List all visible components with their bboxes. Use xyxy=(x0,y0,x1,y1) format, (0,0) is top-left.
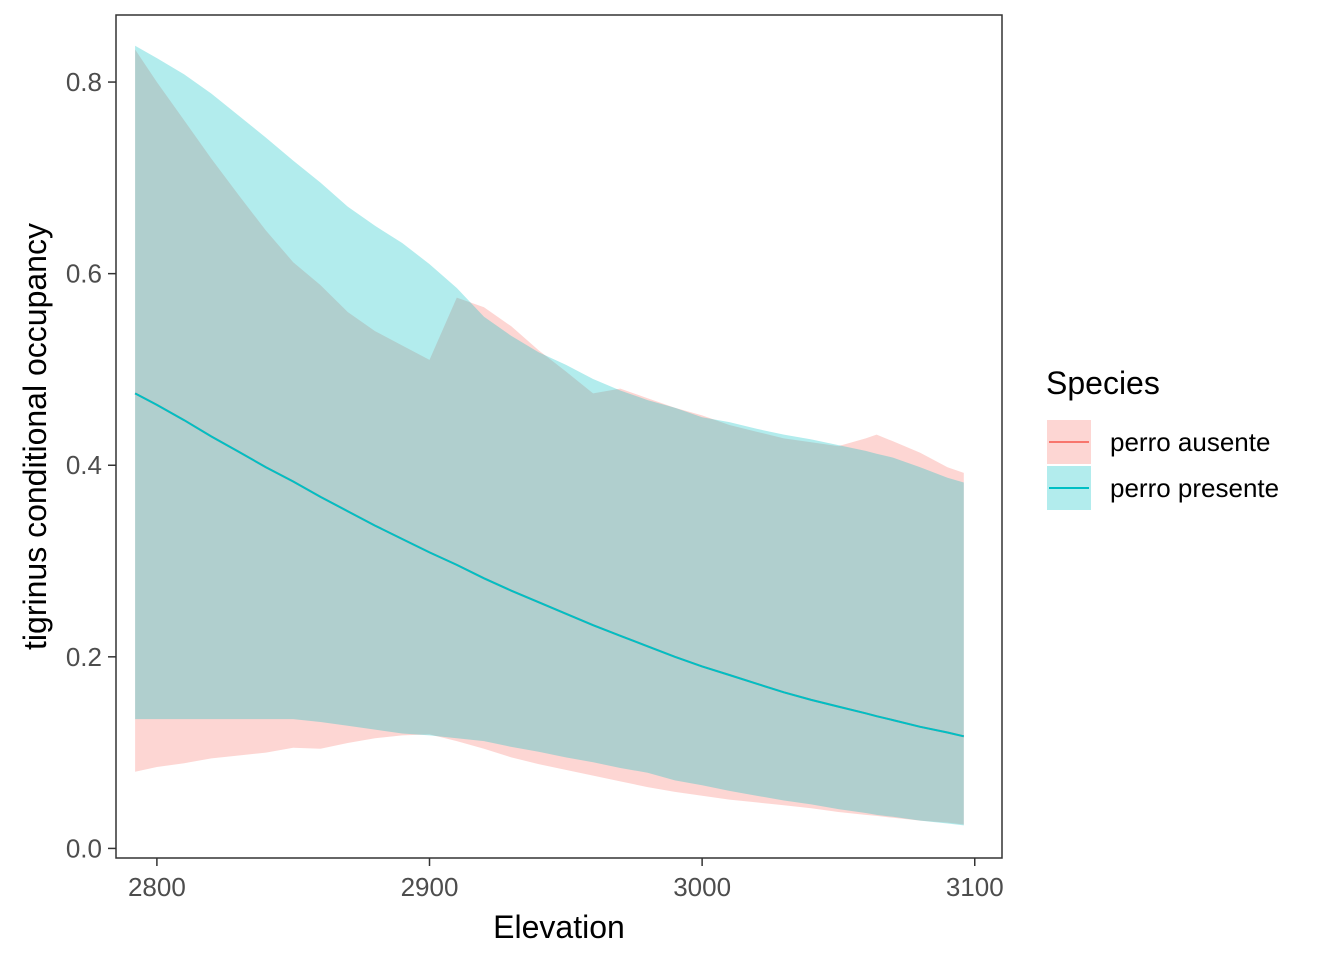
y-tick-label: 0.6 xyxy=(66,259,102,289)
legend: Species perro ausente perro presente xyxy=(1046,365,1279,510)
legend-title: Species xyxy=(1046,365,1160,401)
legend-key-perro-ausente xyxy=(1047,420,1091,464)
y-axis-title: tigrinus conditional occupancy xyxy=(17,223,53,650)
y-tick-label: 0.2 xyxy=(66,642,102,672)
x-axis: 2800 2900 3000 3100 xyxy=(128,858,1004,902)
x-tick-label: 3100 xyxy=(946,872,1004,902)
legend-label: perro presente xyxy=(1110,473,1279,503)
y-tick-label: 0.8 xyxy=(66,67,102,97)
legend-key-perro-presente xyxy=(1047,466,1091,510)
x-tick-label: 2800 xyxy=(128,872,186,902)
y-axis: 0.0 0.2 0.4 0.6 0.8 xyxy=(66,67,116,863)
y-tick-label: 0.0 xyxy=(66,833,102,863)
ribbon-perro-ausente xyxy=(135,49,964,825)
x-tick-label: 3000 xyxy=(673,872,731,902)
x-tick-label: 2900 xyxy=(401,872,459,902)
legend-label: perro ausente xyxy=(1110,427,1270,457)
y-tick-label: 0.4 xyxy=(66,450,102,480)
x-axis-title: Elevation xyxy=(493,909,625,945)
ribbon-perro-presente xyxy=(135,45,964,826)
plot-panel xyxy=(115,14,1003,859)
panel-border xyxy=(115,14,1003,859)
line-perro-presente xyxy=(134,392,965,738)
